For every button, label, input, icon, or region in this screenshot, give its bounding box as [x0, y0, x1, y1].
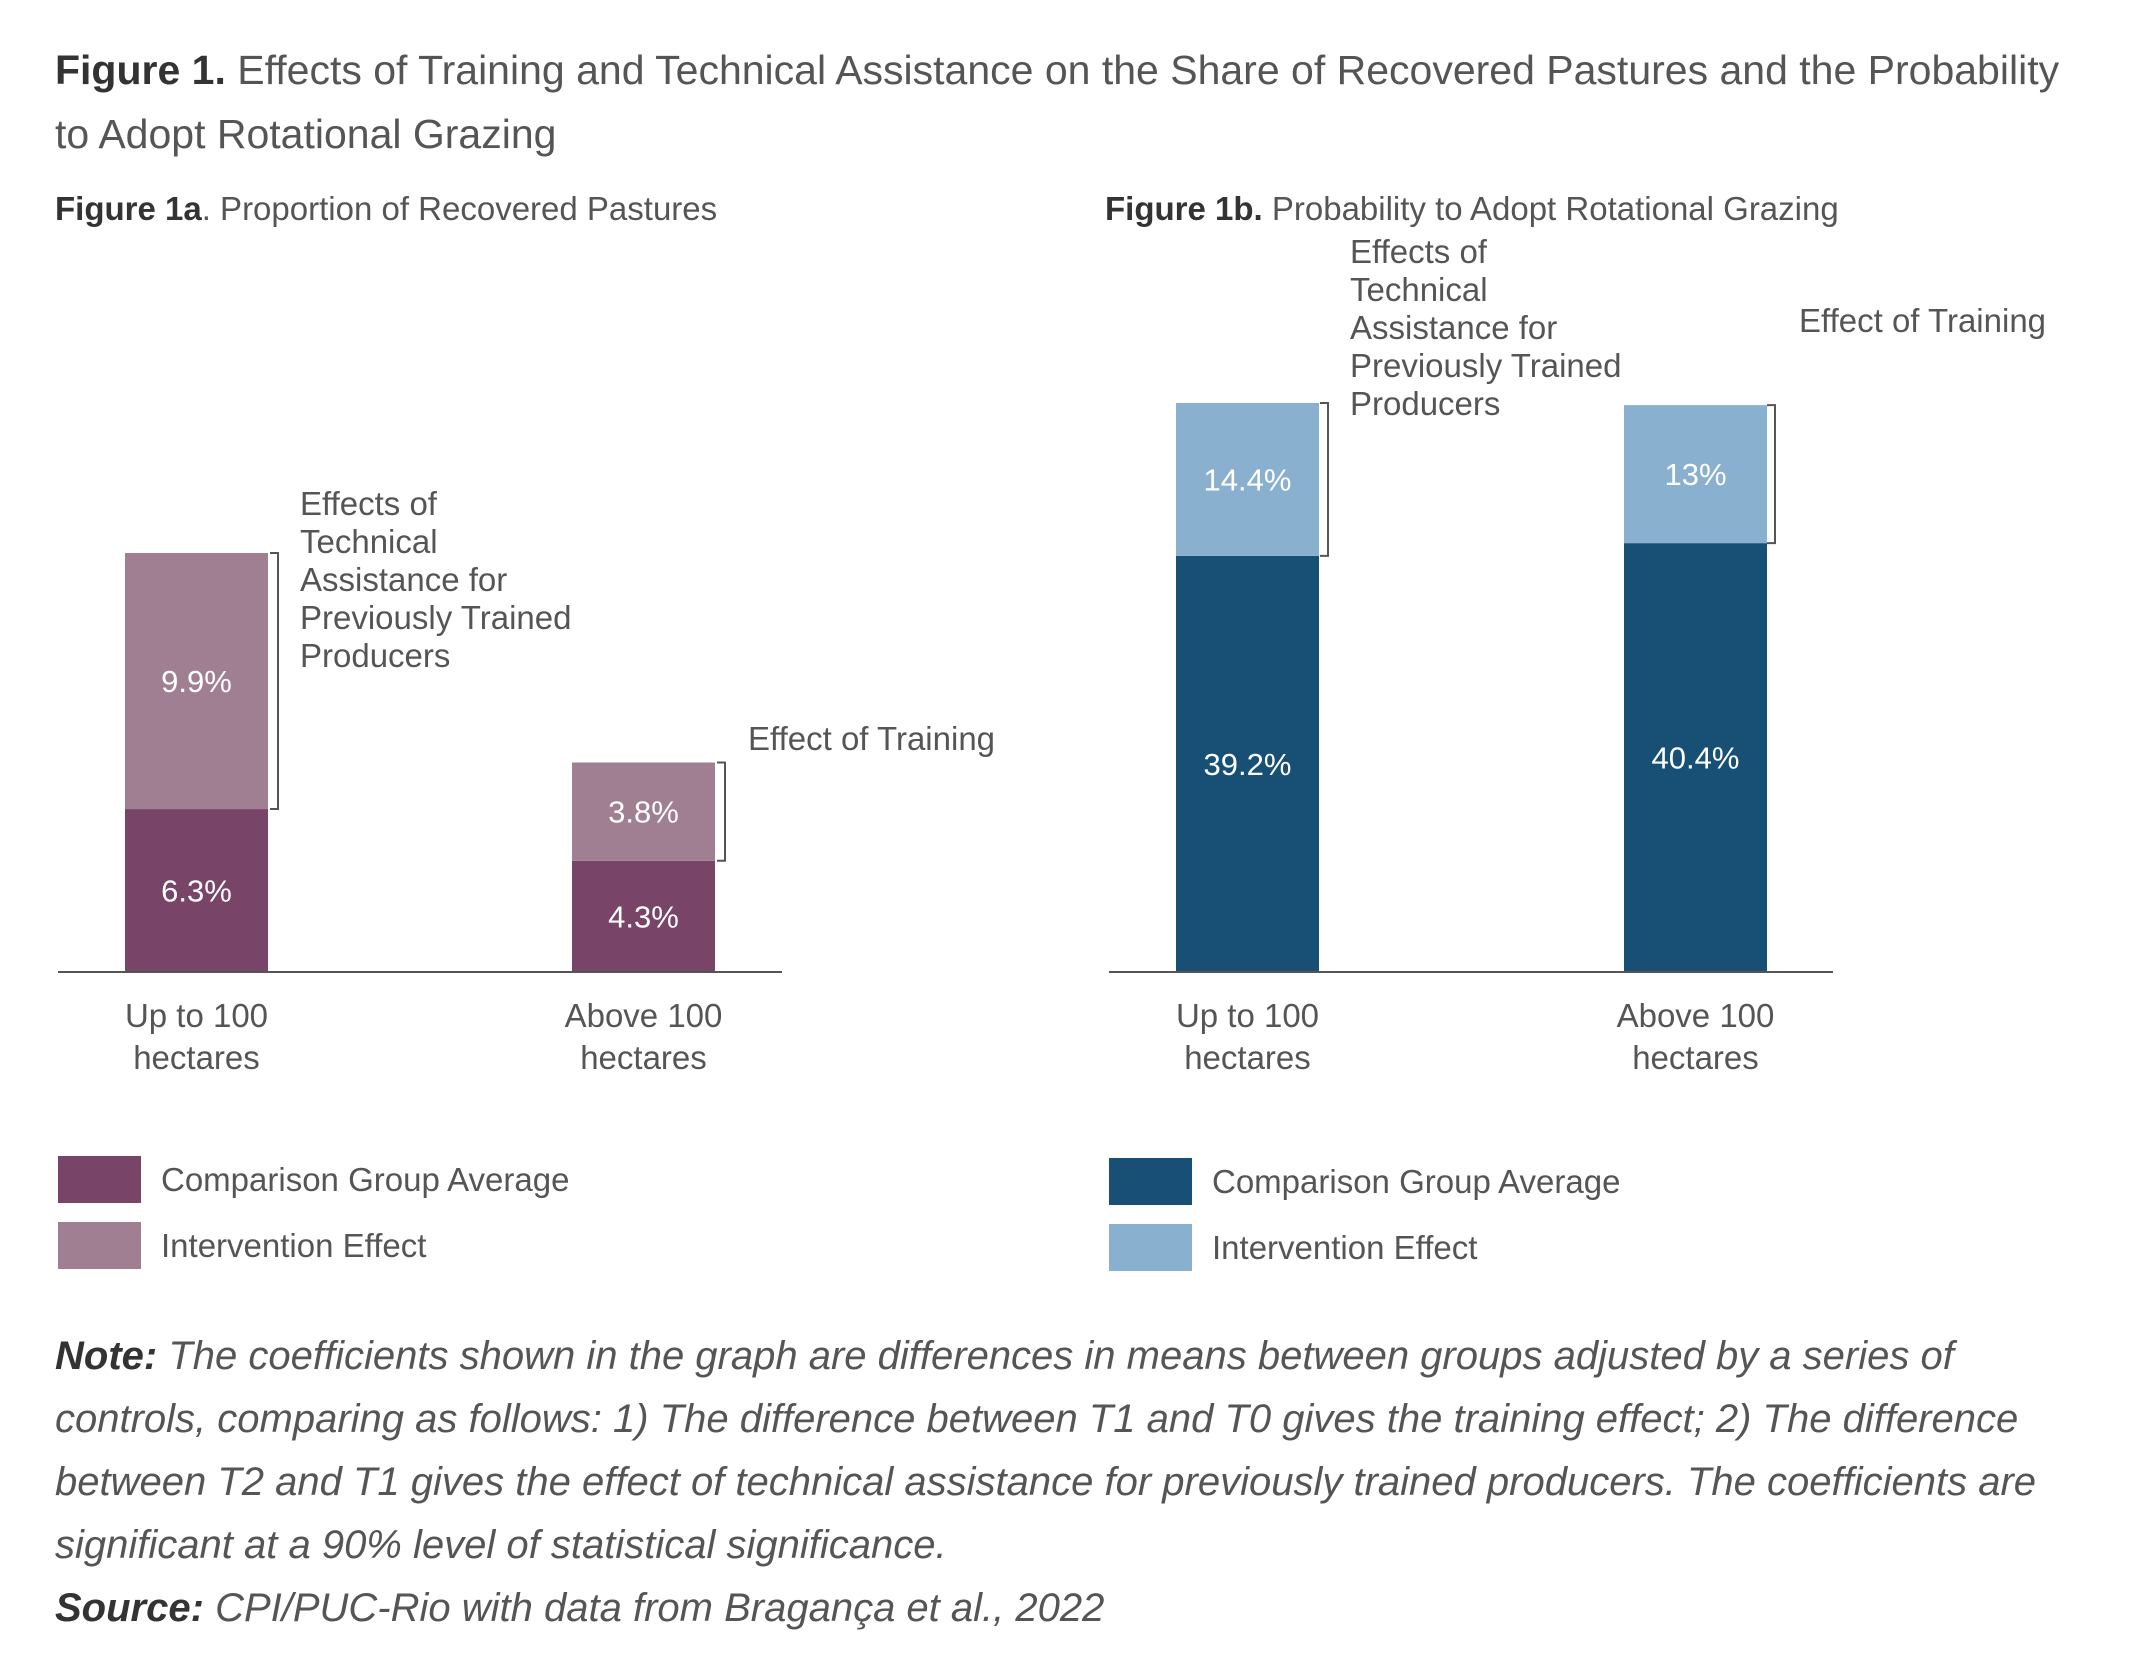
chart-a-annotation-1: Effects of Technical Assistance for Previou…: [300, 485, 571, 674]
chart-b-bar-intervention-2: [1624, 405, 1767, 544]
chart-b-category-label-1: Up to 100 hectares: [1176, 997, 1319, 1076]
chart-b-bar-comparison-2: [1624, 543, 1767, 972]
chart-a-label: Figure 1a: [55, 190, 202, 227]
chart-a-title-text: . Proportion of Recovered Pastures: [201, 190, 718, 227]
chart-a-bar-comparison-2: [572, 860, 715, 972]
chart-b: 39.2% 14.4% Effects of Technical Assistance …: [1109, 233, 2046, 1271]
chart-b-title: Figure 1b. Probability to Adopt Rotation…: [1105, 190, 1839, 228]
chart-b-annotation-2: Effect of Training: [1799, 302, 2046, 339]
chart-b-legend-swatch-intervention: [1109, 1224, 1192, 1271]
chart-a-data-label-comparison-2: 4.3%: [608, 899, 679, 934]
chart-a-data-label-comparison-1: 6.3%: [161, 874, 232, 909]
source: Source: CPI/PUC-Rio with data from Braga…: [55, 1577, 2115, 1640]
chart-a-bar-comparison-1: [125, 809, 268, 972]
chart-a-legend-label-intervention: Intervention Effect: [161, 1227, 426, 1264]
chart-b-bracket-2: [1767, 404, 1776, 545]
chart-b-bar-comparison-1: [1176, 555, 1319, 972]
note-label: Note:: [55, 1334, 158, 1378]
chart-a-bar-intervention-2: [572, 762, 715, 861]
chart-panel-a: Figure 1a. Proportion of Recovered Pastu…: [0, 190, 1000, 1300]
chart-b-data-label-intervention-1: 14.4%: [1204, 462, 1292, 497]
chart-a: 6.3% 9.9% Effects of Technical Assistance fo…: [58, 485, 995, 1269]
chart-a-legend-swatch-comparison: [58, 1156, 141, 1203]
note: Note: The coefficients shown in the grap…: [55, 1325, 2115, 1577]
chart-a-title: Figure 1a. Proportion of Recovered Pastu…: [55, 190, 717, 228]
chart-a-data-label-intervention-1: 9.9%: [161, 664, 232, 699]
source-text: CPI/PUC-Rio with data from Bragança et a…: [215, 1586, 1105, 1630]
chart-b-bar-intervention-1: [1176, 403, 1319, 556]
chart-a-legend-label-comparison: Comparison Group Average: [161, 1161, 569, 1198]
figure-title: Figure 1. Effects of Training and Techni…: [55, 38, 2095, 166]
chart-a-bracket-1: [270, 552, 279, 811]
chart-panel-b: Figure 1b. Probability to Adopt Rotation…: [1055, 190, 2055, 1300]
chart-a-category-label-2: Above 100 hectares: [565, 997, 723, 1076]
chart-b-annotation-1: Effects of Technical Assistance for Previou…: [1350, 233, 1621, 422]
note-text: The coefficients shown in the graph are …: [55, 1334, 2037, 1567]
chart-b-data-label-comparison-2: 40.4%: [1652, 741, 1740, 776]
chart-b-category-label-2: Above 100 hectares: [1617, 997, 1775, 1076]
figure-label: Figure 1.: [55, 47, 226, 93]
figure-title-text: Effects of Training and Technical Assist…: [55, 47, 2060, 157]
chart-b-legend-label-intervention: Intervention Effect: [1212, 1229, 1477, 1266]
chart-b-data-label-intervention-2: 13%: [1664, 457, 1726, 492]
chart-b-data-label-comparison-1: 39.2%: [1204, 747, 1292, 782]
chart-b-label: Figure 1b.: [1105, 190, 1263, 227]
chart-a-annotation-2: Effect of Training: [748, 720, 995, 757]
chart-a-category-label-1: Up to 100 hectares: [125, 997, 268, 1076]
chart-b-legend-swatch-comparison: [1109, 1158, 1192, 1205]
chart-a-data-label-intervention-2: 3.8%: [608, 795, 679, 830]
chart-a-bracket-2: [717, 761, 726, 862]
chart-a-bar-intervention-1: [125, 553, 268, 810]
chart-b-bracket-1: [1320, 402, 1329, 557]
chart-b-legend-label-comparison: Comparison Group Average: [1212, 1163, 1620, 1200]
source-label: Source:: [55, 1586, 204, 1630]
chart-b-title-text: Probability to Adopt Rotational Grazing: [1271, 190, 1839, 227]
chart-a-legend-swatch-intervention: [58, 1222, 141, 1269]
